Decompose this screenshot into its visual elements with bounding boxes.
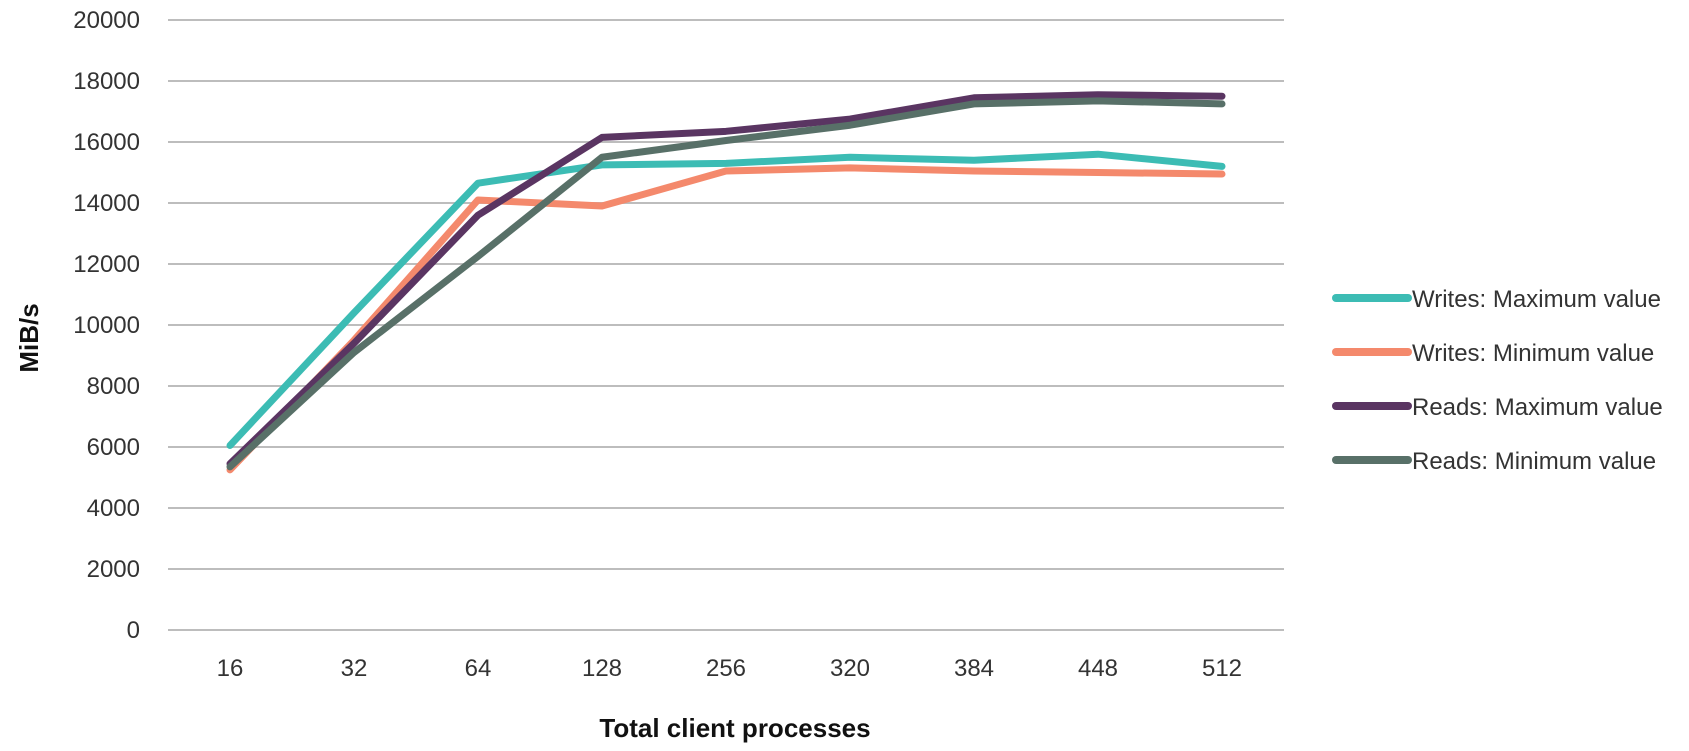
series-line [226, 97, 1226, 471]
x-axis-title: Total client processes [599, 713, 870, 743]
legend-label: Reads: Maximum value [1412, 394, 1663, 421]
x-tick-label: 64 [465, 655, 492, 682]
y-tick-label: 12000 [73, 251, 140, 278]
y-tick-label: 16000 [73, 129, 140, 156]
y-tick-label: 20000 [73, 7, 140, 34]
series-line [226, 164, 1226, 474]
y-tick-label: 10000 [73, 312, 140, 339]
y-axis-ticks: 0 2000 4000 6000 8000 10000 12000 14000 16000 180… [73, 7, 140, 644]
gridlines [168, 19, 1284, 631]
y-tick-label: 2000 [87, 556, 140, 583]
x-tick-label: 128 [582, 655, 622, 682]
legend-item: Writes: Maximum value [1332, 286, 1661, 313]
y-tick-label: 4000 [87, 495, 140, 522]
series-lines [226, 91, 1226, 474]
y-axis-title: MiB/s [14, 303, 44, 372]
x-tick-label: 448 [1078, 655, 1118, 682]
series-line [226, 91, 1226, 468]
y-tick-label: 14000 [73, 190, 140, 217]
legend-item: Reads: Minimum value [1332, 448, 1656, 475]
legend-item: Writes: Minimum value [1332, 340, 1654, 367]
y-tick-label: 18000 [73, 68, 140, 95]
legend-label: Writes: Minimum value [1412, 340, 1654, 367]
y-tick-label: 0 [127, 617, 140, 644]
legend-label: Writes: Maximum value [1412, 286, 1661, 313]
y-tick-label: 8000 [87, 373, 140, 400]
x-tick-label: 384 [954, 655, 994, 682]
x-tick-label: 16 [217, 655, 244, 682]
x-tick-label: 256 [706, 655, 746, 682]
legend: Writes: Maximum value Writes: Minimum val… [1332, 286, 1663, 475]
legend-label: Reads: Minimum value [1412, 448, 1656, 475]
legend-item: Reads: Maximum value [1332, 394, 1663, 421]
y-tick-label: 6000 [87, 434, 140, 461]
x-tick-label: 320 [830, 655, 870, 682]
x-tick-label: 32 [341, 655, 368, 682]
x-axis-ticks: 16 32 64 128 256 320 384 448 512 [217, 655, 1242, 682]
x-tick-label: 512 [1202, 655, 1242, 682]
series-line [226, 150, 1226, 449]
